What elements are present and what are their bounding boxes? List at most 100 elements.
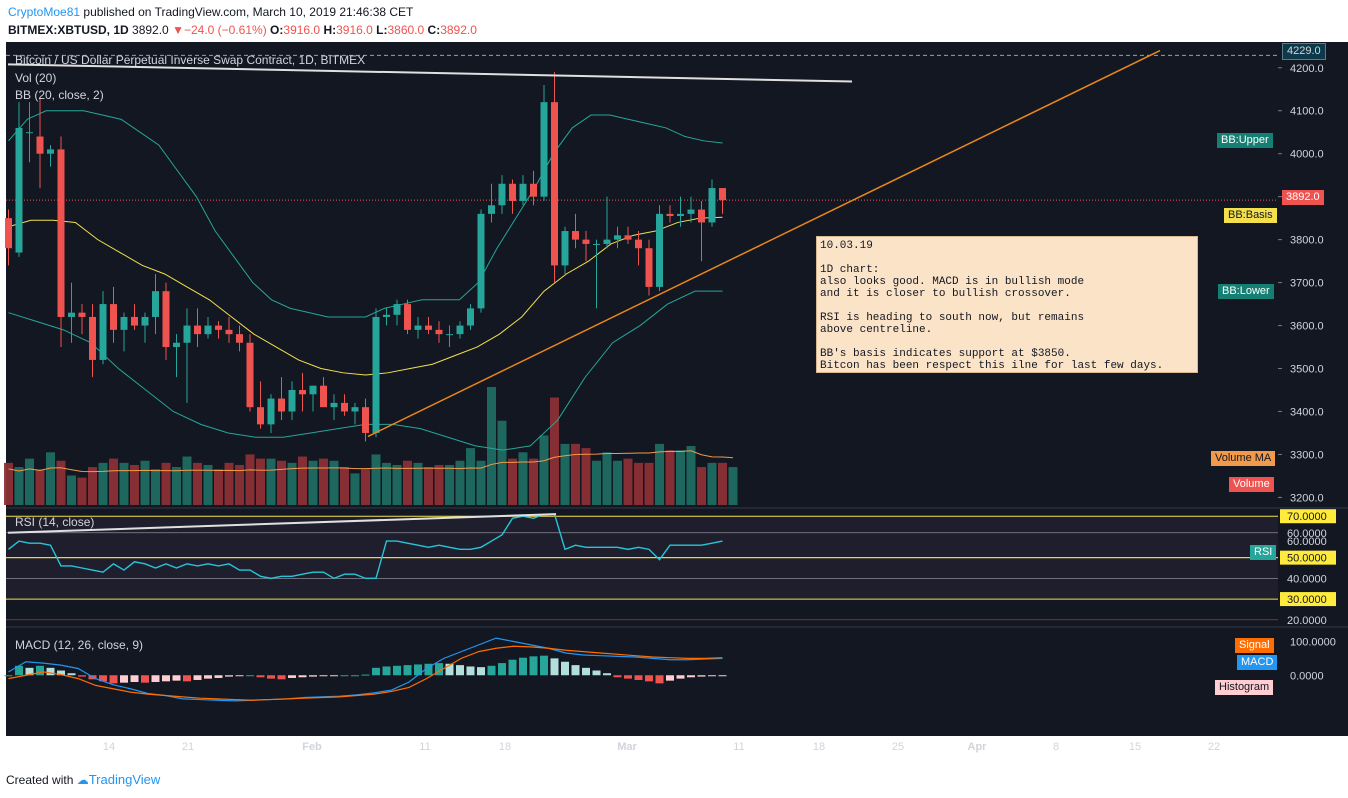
macd-histogram-bar xyxy=(529,656,538,676)
volume-bar xyxy=(140,460,150,505)
macd-histogram-bar xyxy=(445,663,454,676)
volume-bar xyxy=(686,446,696,505)
volume-bar xyxy=(245,454,255,505)
candle-body xyxy=(698,209,705,223)
volume-bar xyxy=(266,458,276,505)
volume-bar xyxy=(235,464,244,505)
macd-histogram-bar xyxy=(57,670,65,676)
candle-body xyxy=(278,398,285,412)
volume-bar xyxy=(476,460,486,505)
macd-histogram-bar xyxy=(288,675,296,678)
candle-body xyxy=(446,334,453,336)
volume-bar xyxy=(77,477,87,505)
created-with-label: Created with xyxy=(6,773,74,787)
rsi-line xyxy=(8,513,723,580)
macd-histogram-bar xyxy=(372,667,380,676)
macd-histogram-bar xyxy=(498,663,506,676)
candle-body xyxy=(383,314,390,317)
bb-lower-tag: BB:Lower xyxy=(1218,284,1274,299)
candle-body xyxy=(624,235,632,240)
bb-upper-line xyxy=(8,110,723,318)
signal-tag: Signal xyxy=(1235,638,1274,653)
chart-title: Bitcoin / US Dollar Perpetual Inverse Sw… xyxy=(15,53,365,67)
candle-body xyxy=(267,398,275,425)
candle-body xyxy=(614,235,621,240)
candle-body xyxy=(215,325,222,330)
annotation-note[interactable]: 10.03.19 1D chart: also looks good. MACD… xyxy=(816,236,1198,373)
volume-bar xyxy=(35,469,45,505)
macd-histogram-bar xyxy=(225,675,233,677)
author-link[interactable]: CryptoMoe81 xyxy=(8,5,81,19)
trendlines[interactable] xyxy=(7,49,1161,438)
macd-histogram-bar xyxy=(540,655,548,676)
candle-body xyxy=(162,291,170,348)
candle-body xyxy=(141,316,149,326)
volume-bar xyxy=(4,462,13,505)
rsi-tick-highlight xyxy=(1280,550,1336,565)
macd-histogram-bar xyxy=(204,675,212,679)
volume-bar xyxy=(518,452,528,505)
macd-histogram-bar xyxy=(15,665,23,676)
volume-bar xyxy=(707,462,717,505)
candle-body xyxy=(582,239,590,244)
low-label: L: xyxy=(376,23,388,37)
macd-histogram-bar xyxy=(435,663,443,676)
macd-histogram-bar xyxy=(718,675,727,677)
volume-bar xyxy=(151,469,160,505)
macd-histogram-bar xyxy=(172,675,181,681)
volume-bar xyxy=(340,467,349,505)
volume-bar xyxy=(550,397,559,505)
low-value: 3860.0 xyxy=(387,23,425,37)
macd-histogram-bar xyxy=(603,673,611,676)
candle-body xyxy=(236,334,243,343)
volume-bar xyxy=(644,462,654,505)
time-tick-label: 11 xyxy=(419,741,430,753)
volume-bar xyxy=(434,464,444,505)
candle-body xyxy=(509,183,516,201)
volume-bar xyxy=(539,435,549,505)
candle-body xyxy=(320,385,327,408)
volume-bar xyxy=(581,448,591,505)
candle-body xyxy=(645,248,653,287)
volume-bar xyxy=(413,462,423,505)
macd-histogram-bar xyxy=(246,675,254,677)
ohlc-line: BITMEX:XBTUSD, 1D 3892.0 ▼−24.0 (−0.61%)… xyxy=(8,23,477,37)
time-tick-label: Apr xyxy=(968,741,988,753)
macd-histogram-bar xyxy=(162,675,170,682)
macd-histogram-bar xyxy=(550,658,559,676)
macd-histogram-bar xyxy=(298,675,307,678)
macd-histogram-bar xyxy=(403,665,412,676)
candle-body xyxy=(351,407,359,412)
volume-bar xyxy=(98,462,108,505)
time-tick-label: 14 xyxy=(103,741,115,753)
rsi-tick-highlight xyxy=(1280,592,1336,607)
volume-bar xyxy=(676,450,685,505)
volume-bar xyxy=(728,467,738,505)
price-tick-label: 3500.0 xyxy=(1290,364,1324,376)
price-tick-label: 3400.0 xyxy=(1290,406,1324,418)
macd-histogram-bar xyxy=(214,675,223,678)
candle-body xyxy=(572,231,579,240)
candle-body xyxy=(551,102,558,266)
volume-bar xyxy=(256,458,265,505)
macd-tick-label: 0.0000 xyxy=(1290,670,1324,682)
axes: 4200.04100.04000.03900.03800.03700.03600… xyxy=(103,63,1324,753)
macd-line xyxy=(8,637,723,702)
candle-body xyxy=(152,291,159,317)
candle-body xyxy=(5,218,12,249)
candle-body xyxy=(15,127,23,253)
time-tick-label: 18 xyxy=(813,741,825,753)
volume-bar xyxy=(718,462,727,505)
macd-histogram-bar xyxy=(466,666,475,676)
macd-histogram-bar xyxy=(697,675,706,677)
tradingview-brand[interactable]: TradingView xyxy=(88,772,161,787)
volume-bar xyxy=(56,460,66,505)
candle-body xyxy=(246,342,254,408)
time-tick-label: 22 xyxy=(1208,741,1220,753)
rsi-tag: RSI xyxy=(1250,545,1277,560)
rsi-tick-label: 60.0000 xyxy=(1287,536,1327,548)
tradingview-logo-icon: ☁ xyxy=(76,773,89,787)
volume-bar xyxy=(308,460,318,505)
macd-histogram-bar xyxy=(120,675,128,683)
